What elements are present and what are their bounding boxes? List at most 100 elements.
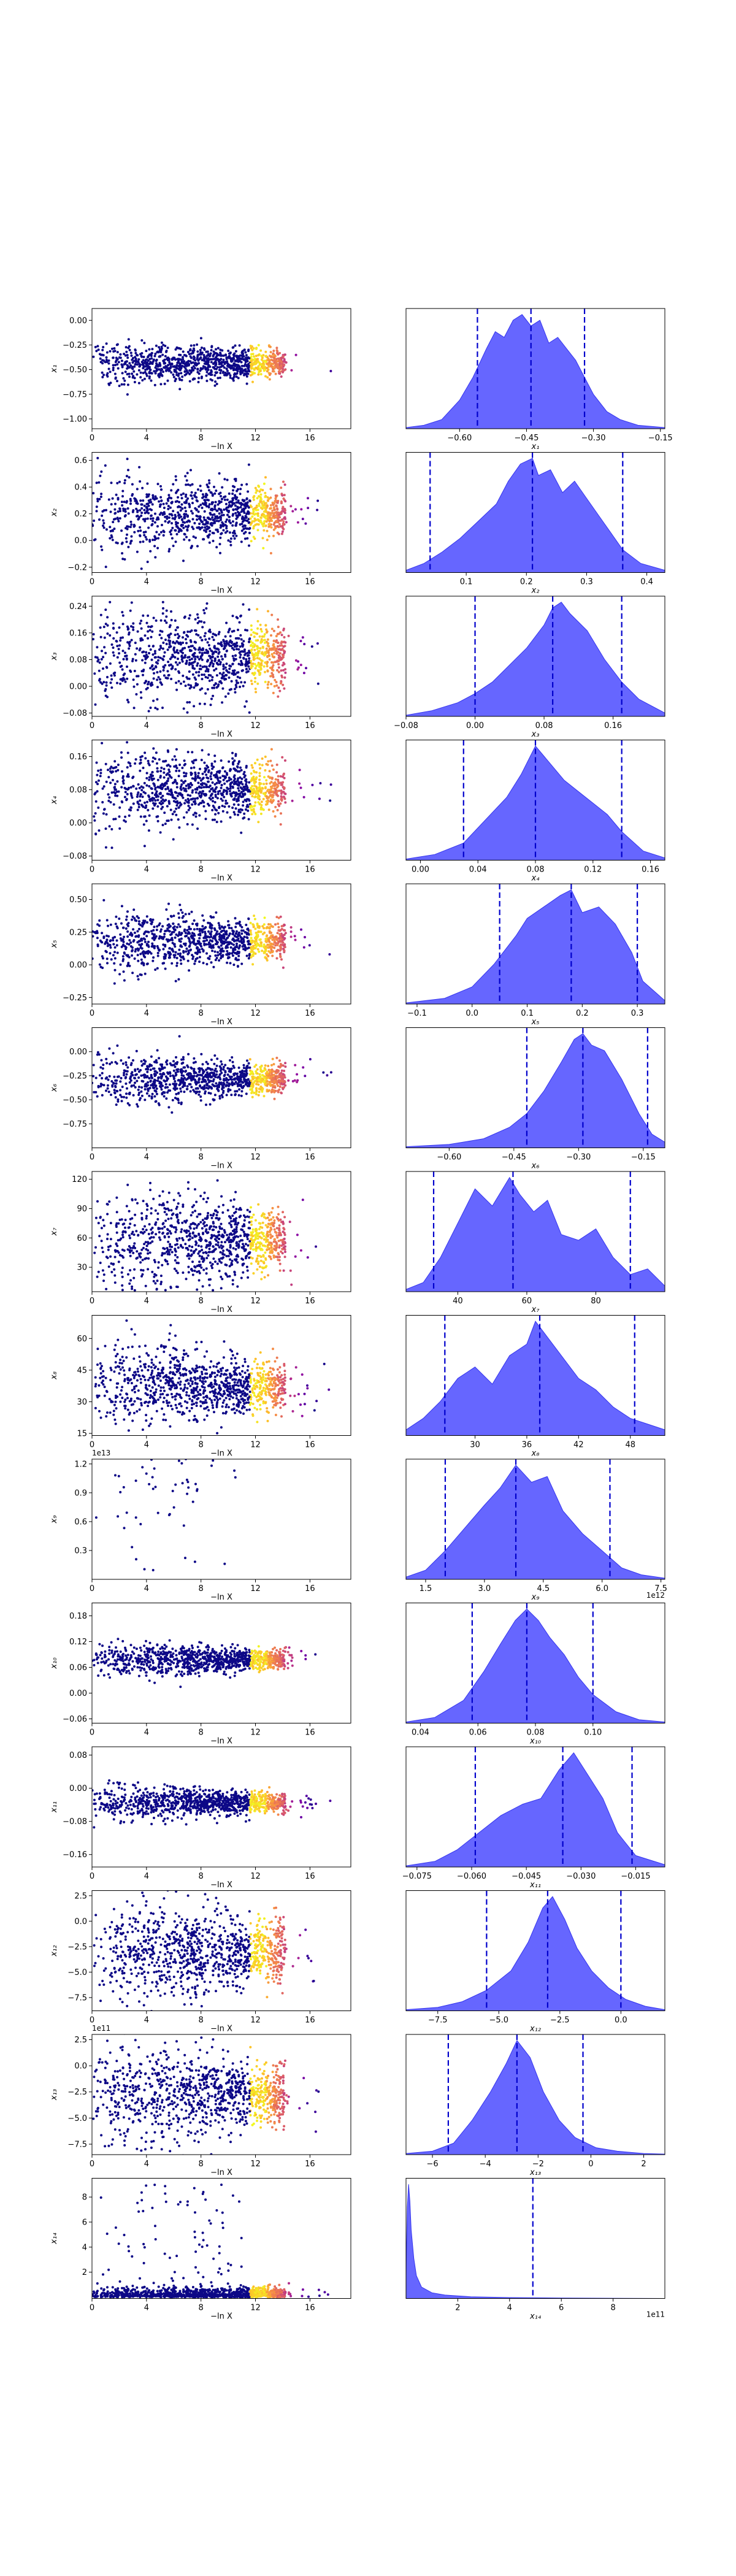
scatter-point (188, 353, 191, 356)
scatter-point (196, 545, 199, 548)
scatter-point (253, 635, 256, 638)
scatter-point (190, 781, 193, 784)
scatter-point (229, 768, 232, 771)
scatter-point (186, 794, 190, 797)
scatter-point (226, 943, 229, 946)
scatter-point (196, 515, 199, 518)
scatter-point (268, 770, 271, 773)
scatter-point (280, 357, 283, 360)
scatter-point (191, 823, 194, 826)
scatter-point (234, 350, 237, 353)
scatter-point (217, 779, 220, 782)
scatter-point (217, 792, 220, 795)
scatter-point (217, 951, 219, 954)
scatter-point (205, 522, 208, 525)
scatter-point (184, 799, 187, 802)
scatter-point (241, 515, 244, 518)
scatter-point (272, 350, 275, 352)
scatter-point (221, 524, 224, 526)
scatter-point (237, 789, 240, 792)
scatter-point (185, 676, 188, 679)
scatter-point (256, 657, 259, 659)
scatter-point (279, 915, 282, 918)
scatter-point (121, 372, 124, 375)
scatter-point (279, 775, 282, 778)
scatter-point (136, 515, 138, 518)
scatter-point (212, 765, 215, 769)
scatter-point (209, 933, 212, 936)
scatter-point (235, 648, 238, 651)
scatter-point (237, 377, 240, 380)
scatter-point (132, 685, 136, 688)
scatter-point (154, 968, 157, 971)
scatter-point (219, 508, 222, 511)
scatter-point (113, 962, 116, 965)
scatter-point (228, 504, 231, 507)
scatter-point (116, 542, 119, 545)
scatter-point (243, 792, 247, 795)
scatter-point (186, 797, 190, 800)
scatter-point (182, 642, 185, 644)
scatter-point (98, 661, 101, 664)
scatter-point (220, 369, 223, 372)
scatter-point (124, 651, 126, 654)
scatter-point (136, 647, 139, 650)
scatter-point (196, 343, 199, 346)
scatter-point (262, 797, 265, 800)
scatter-point (165, 609, 168, 612)
scatter-point (177, 641, 180, 644)
scatter-point (256, 639, 259, 642)
scatter-point (199, 656, 202, 659)
scatter-point (209, 352, 212, 355)
scatter-point (207, 753, 210, 756)
scatter-point (211, 781, 214, 784)
scatter-point (159, 619, 163, 622)
posterior-xtick-label: 0.2 (520, 578, 533, 587)
scatter-point (250, 370, 253, 374)
scatter-point (261, 537, 264, 540)
scatter-point (203, 770, 206, 773)
scatter-point (192, 369, 195, 372)
posterior-density (406, 458, 665, 573)
scatter-point (149, 683, 152, 686)
scatter-point (187, 804, 190, 807)
scatter-point (280, 958, 283, 961)
scatter-point (205, 493, 208, 496)
scatter-point (223, 789, 226, 792)
scatter-point (172, 510, 175, 513)
scatter-point (196, 613, 199, 616)
scatter-point (109, 350, 112, 353)
scatter-point (170, 619, 173, 621)
scatter-point (147, 683, 149, 686)
scatter-point (180, 524, 183, 527)
scatter-point (232, 964, 236, 966)
scatter-point (120, 922, 123, 925)
scatter-point (106, 372, 109, 375)
scatter-point (265, 628, 268, 631)
scatter-point (282, 775, 284, 778)
scatter-point (237, 761, 240, 764)
scatter-point (144, 938, 147, 941)
scatter-point (272, 784, 275, 788)
scatter-point (239, 776, 242, 779)
scatter-point (257, 663, 259, 666)
scatter-point (104, 565, 107, 569)
scatter-point (280, 486, 283, 489)
scatter-point (126, 699, 129, 702)
scatter-point (252, 535, 255, 539)
scatter-point (213, 684, 216, 687)
scatter-point (145, 935, 148, 938)
scatter-point (196, 664, 199, 667)
scatter-point (277, 670, 280, 673)
scatter-point (264, 494, 267, 497)
scatter-point (224, 655, 227, 658)
scatter-point (186, 701, 189, 704)
scatter-point (183, 515, 186, 518)
scatter-point (126, 354, 129, 356)
scatter-point (217, 377, 220, 380)
scatter-point (135, 919, 138, 922)
scatter-point (166, 517, 169, 520)
scatter-point (280, 674, 283, 677)
scatter-point (278, 689, 282, 692)
